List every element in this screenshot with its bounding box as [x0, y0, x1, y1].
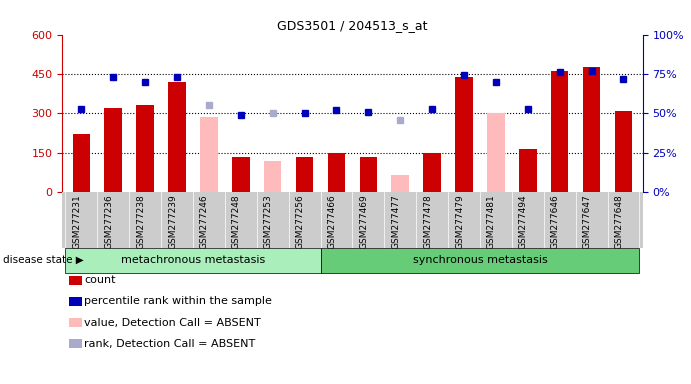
Text: synchronous metastasis: synchronous metastasis — [413, 255, 547, 265]
Bar — [104, 108, 122, 192]
Text: disease state ▶: disease state ▶ — [3, 255, 84, 265]
Text: value, Detection Call = ABSENT: value, Detection Call = ABSENT — [84, 318, 261, 328]
Text: GSM277479: GSM277479 — [455, 194, 464, 249]
Bar — [200, 117, 218, 192]
Text: GSM277253: GSM277253 — [264, 194, 273, 249]
Bar — [136, 106, 154, 192]
Text: GSM277248: GSM277248 — [231, 194, 240, 248]
Bar — [487, 113, 504, 192]
Text: GSM277239: GSM277239 — [168, 194, 177, 249]
Bar — [296, 157, 313, 192]
Bar — [168, 82, 186, 192]
Bar — [455, 76, 473, 192]
Bar — [328, 153, 346, 192]
Bar — [392, 175, 409, 192]
Text: GSM277494: GSM277494 — [519, 194, 528, 248]
Bar — [232, 157, 249, 192]
Text: GSM277478: GSM277478 — [423, 194, 432, 249]
Text: GSM277466: GSM277466 — [328, 194, 337, 249]
Title: GDS3501 / 204513_s_at: GDS3501 / 204513_s_at — [277, 19, 428, 32]
Text: GSM277246: GSM277246 — [200, 194, 209, 248]
Text: metachronous metastasis: metachronous metastasis — [121, 255, 265, 265]
Text: GSM277477: GSM277477 — [391, 194, 400, 249]
Text: GSM277646: GSM277646 — [551, 194, 560, 249]
Text: GSM277231: GSM277231 — [73, 194, 82, 249]
Text: GSM277469: GSM277469 — [359, 194, 368, 249]
Text: rank, Detection Call = ABSENT: rank, Detection Call = ABSENT — [84, 339, 256, 349]
Bar — [583, 67, 600, 192]
Bar — [551, 71, 569, 192]
Bar — [359, 157, 377, 192]
Text: count: count — [84, 275, 116, 285]
Text: GSM277256: GSM277256 — [296, 194, 305, 249]
Text: GSM277648: GSM277648 — [614, 194, 623, 249]
Bar — [519, 149, 537, 192]
Bar — [424, 153, 441, 192]
Text: GSM277238: GSM277238 — [136, 194, 145, 249]
Bar — [264, 161, 281, 192]
Bar — [73, 134, 90, 192]
Text: GSM277236: GSM277236 — [104, 194, 113, 249]
Text: GSM277647: GSM277647 — [583, 194, 591, 249]
Bar — [615, 111, 632, 192]
Text: GSM277481: GSM277481 — [487, 194, 496, 249]
Text: percentile rank within the sample: percentile rank within the sample — [84, 296, 272, 306]
